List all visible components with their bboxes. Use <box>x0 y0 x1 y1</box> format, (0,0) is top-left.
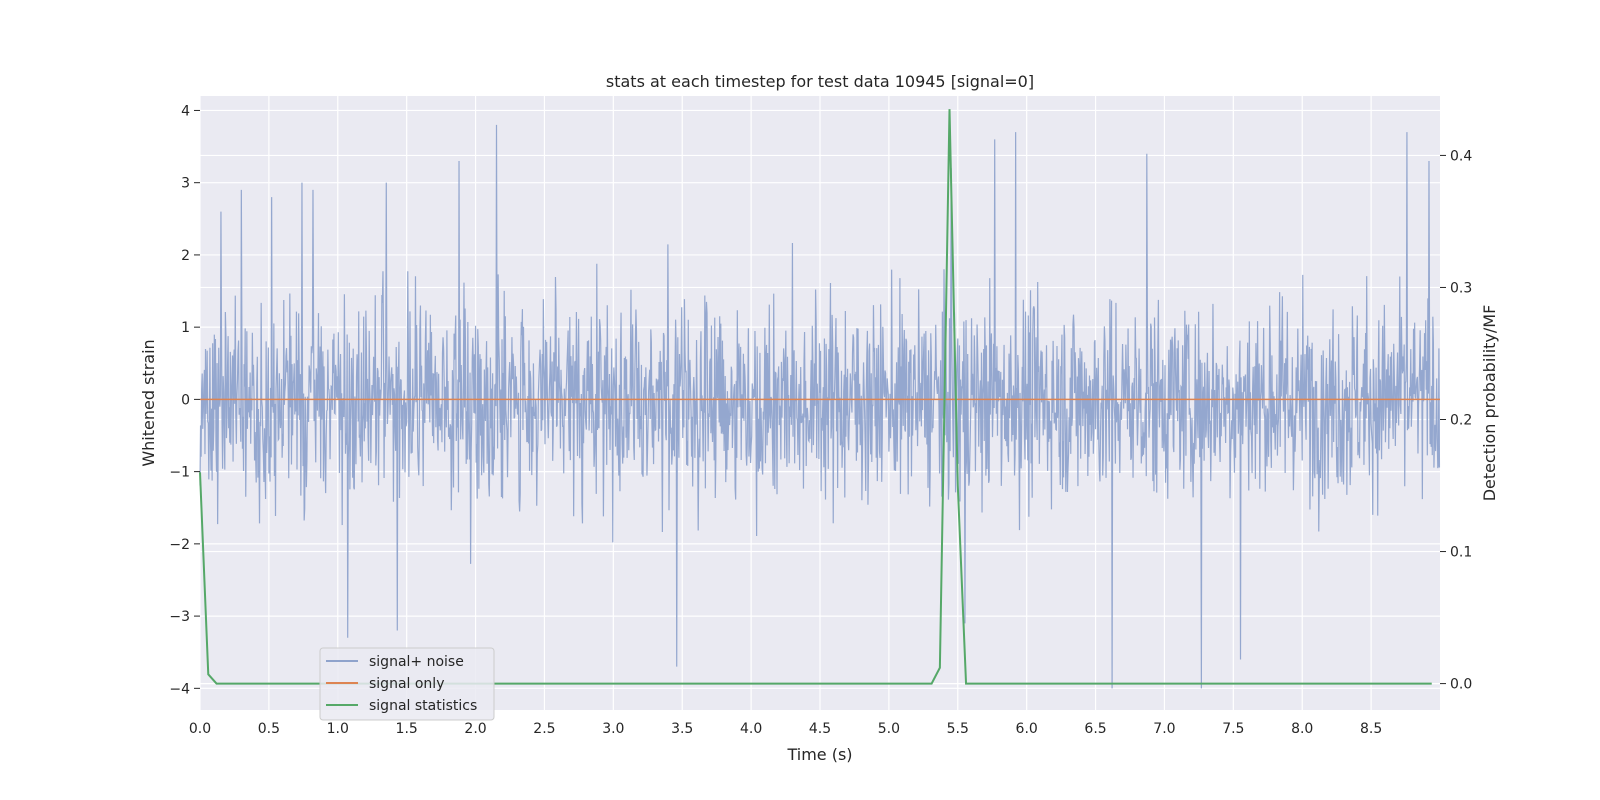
y2-tick-label: 0.4 <box>1450 148 1472 164</box>
y-axis-label: Whitened strain <box>139 339 158 466</box>
x-tick-label: 2.5 <box>533 721 555 737</box>
y2-axis-ticks: 0.4 0.3 0.2 0.1 0.0 <box>1440 148 1472 693</box>
y-tick-label: −2 <box>169 537 190 553</box>
y2-tick-label: 0.0 <box>1450 677 1472 693</box>
x-tick-label: 1.5 <box>396 721 418 737</box>
x-tick-label: 7.0 <box>1153 721 1175 737</box>
x-tick-label: 8.0 <box>1291 721 1313 737</box>
x-tick-label: 6.0 <box>1016 721 1038 737</box>
y-tick-label: 4 <box>181 103 190 119</box>
y-tick-label: 1 <box>181 320 190 336</box>
x-tick-label: 5.0 <box>878 721 900 737</box>
series-signal-noise-line <box>199 124 1441 689</box>
y-tick-label: −4 <box>169 681 190 697</box>
legend: signal+ noise signal only signal statist… <box>319 647 495 721</box>
x-tick-label: 8.5 <box>1360 721 1382 737</box>
x-tick-label: 3.5 <box>671 721 693 737</box>
y-axis-ticks: 4 3 2 1 0 −1 −2 −3 −4 <box>169 103 200 697</box>
x-axis-label: Time (s) <box>786 745 852 764</box>
x-tick-label: 4.5 <box>809 721 831 737</box>
legend-label-signal-statistics: signal statistics <box>369 698 477 714</box>
chart-title: stats at each timestep for test data 109… <box>606 72 1034 91</box>
x-tick-label: 0.0 <box>189 721 211 737</box>
x-tick-label: 5.5 <box>947 721 969 737</box>
plot-series <box>199 109 1441 689</box>
legend-box <box>319 647 495 721</box>
y-tick-label: 2 <box>181 248 190 264</box>
x-tick-label: 0.5 <box>258 721 280 737</box>
x-tick-label: 2.0 <box>464 721 486 737</box>
y-tick-label: 0 <box>181 392 190 408</box>
legend-label-signal-only: signal only <box>369 676 444 692</box>
y2-tick-label: 0.2 <box>1450 413 1472 429</box>
legend-label-signal-noise: signal+ noise <box>369 654 464 670</box>
y2-tick-label: 0.3 <box>1450 280 1472 296</box>
y-tick-label: 3 <box>181 176 190 192</box>
y-tick-label: −3 <box>169 609 190 625</box>
series-signal-statistics-line <box>199 109 1432 685</box>
x-tick-label: 4.0 <box>740 721 762 737</box>
y2-axis-label: Detection probability/MF <box>1480 305 1499 502</box>
x-tick-label: 3.0 <box>602 721 624 737</box>
x-tick-label: 1.0 <box>327 721 349 737</box>
x-tick-label: 7.5 <box>1222 721 1244 737</box>
x-tick-label: 6.5 <box>1084 721 1106 737</box>
x-axis-ticks: 0.0 0.5 1.0 1.5 2.0 2.5 3.0 3.5 4.0 4.5 5.0 5.5 6.0 6… <box>189 721 1382 737</box>
y-tick-label: −1 <box>169 465 190 481</box>
y2-tick-label: 0.1 <box>1450 545 1472 561</box>
